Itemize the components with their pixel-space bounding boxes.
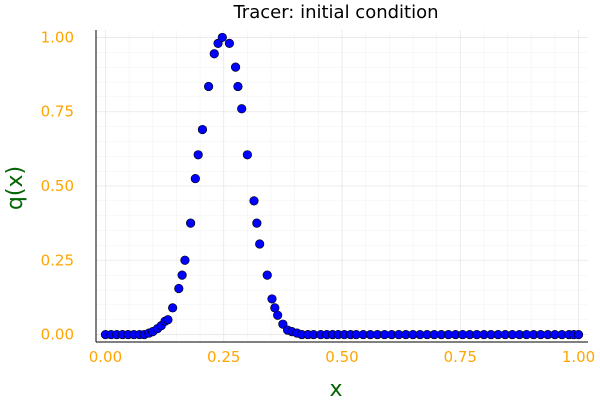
- data-point: [249, 196, 259, 206]
- data-point: [573, 329, 584, 340]
- y-tick-label: 0.00: [41, 326, 74, 344]
- x-tick-label: 1.00: [562, 348, 595, 366]
- data-point: [186, 218, 196, 228]
- data-point: [237, 104, 247, 114]
- x-axis-label: x: [329, 377, 342, 400]
- data-point: [273, 310, 283, 320]
- y-tick-label: 0.75: [41, 103, 74, 121]
- data-point: [180, 255, 190, 265]
- y-tick-label: 1.00: [41, 28, 74, 46]
- data-point: [190, 173, 200, 184]
- chart-title: Tracer: initial condition: [232, 2, 438, 23]
- y-tick-labels: 0.00 0.25 0.50 0.75 1.00: [41, 28, 74, 343]
- data-point: [168, 303, 178, 313]
- y-axis-label: q(x): [3, 166, 28, 210]
- data-point: [230, 62, 241, 72]
- x-tick-labels: 0.00 0.25 0.50 0.75 1.00: [89, 348, 595, 366]
- data-point: [163, 315, 173, 325]
- x-tick-label: 0.25: [207, 348, 240, 366]
- data-points: [100, 32, 584, 340]
- axes: [95, 30, 588, 343]
- x-tick-label: 0.00: [89, 348, 122, 366]
- data-point: [242, 150, 252, 160]
- data-point: [197, 124, 208, 135]
- data-point: [174, 283, 184, 294]
- y-tick-label: 0.25: [41, 251, 74, 269]
- data-point: [193, 150, 203, 160]
- data-point: [233, 81, 243, 92]
- x-tick-label: 0.75: [444, 348, 477, 366]
- y-tick-label: 0.50: [41, 177, 74, 195]
- data-point: [255, 239, 265, 249]
- data-point: [203, 81, 214, 92]
- data-point: [209, 49, 219, 59]
- data-point: [217, 32, 227, 43]
- x-tick-label: 0.50: [325, 348, 358, 366]
- data-point: [224, 38, 235, 48]
- data-point: [252, 218, 262, 228]
- data-point: [177, 270, 187, 280]
- data-point: [262, 270, 272, 280]
- data-point: [267, 294, 277, 304]
